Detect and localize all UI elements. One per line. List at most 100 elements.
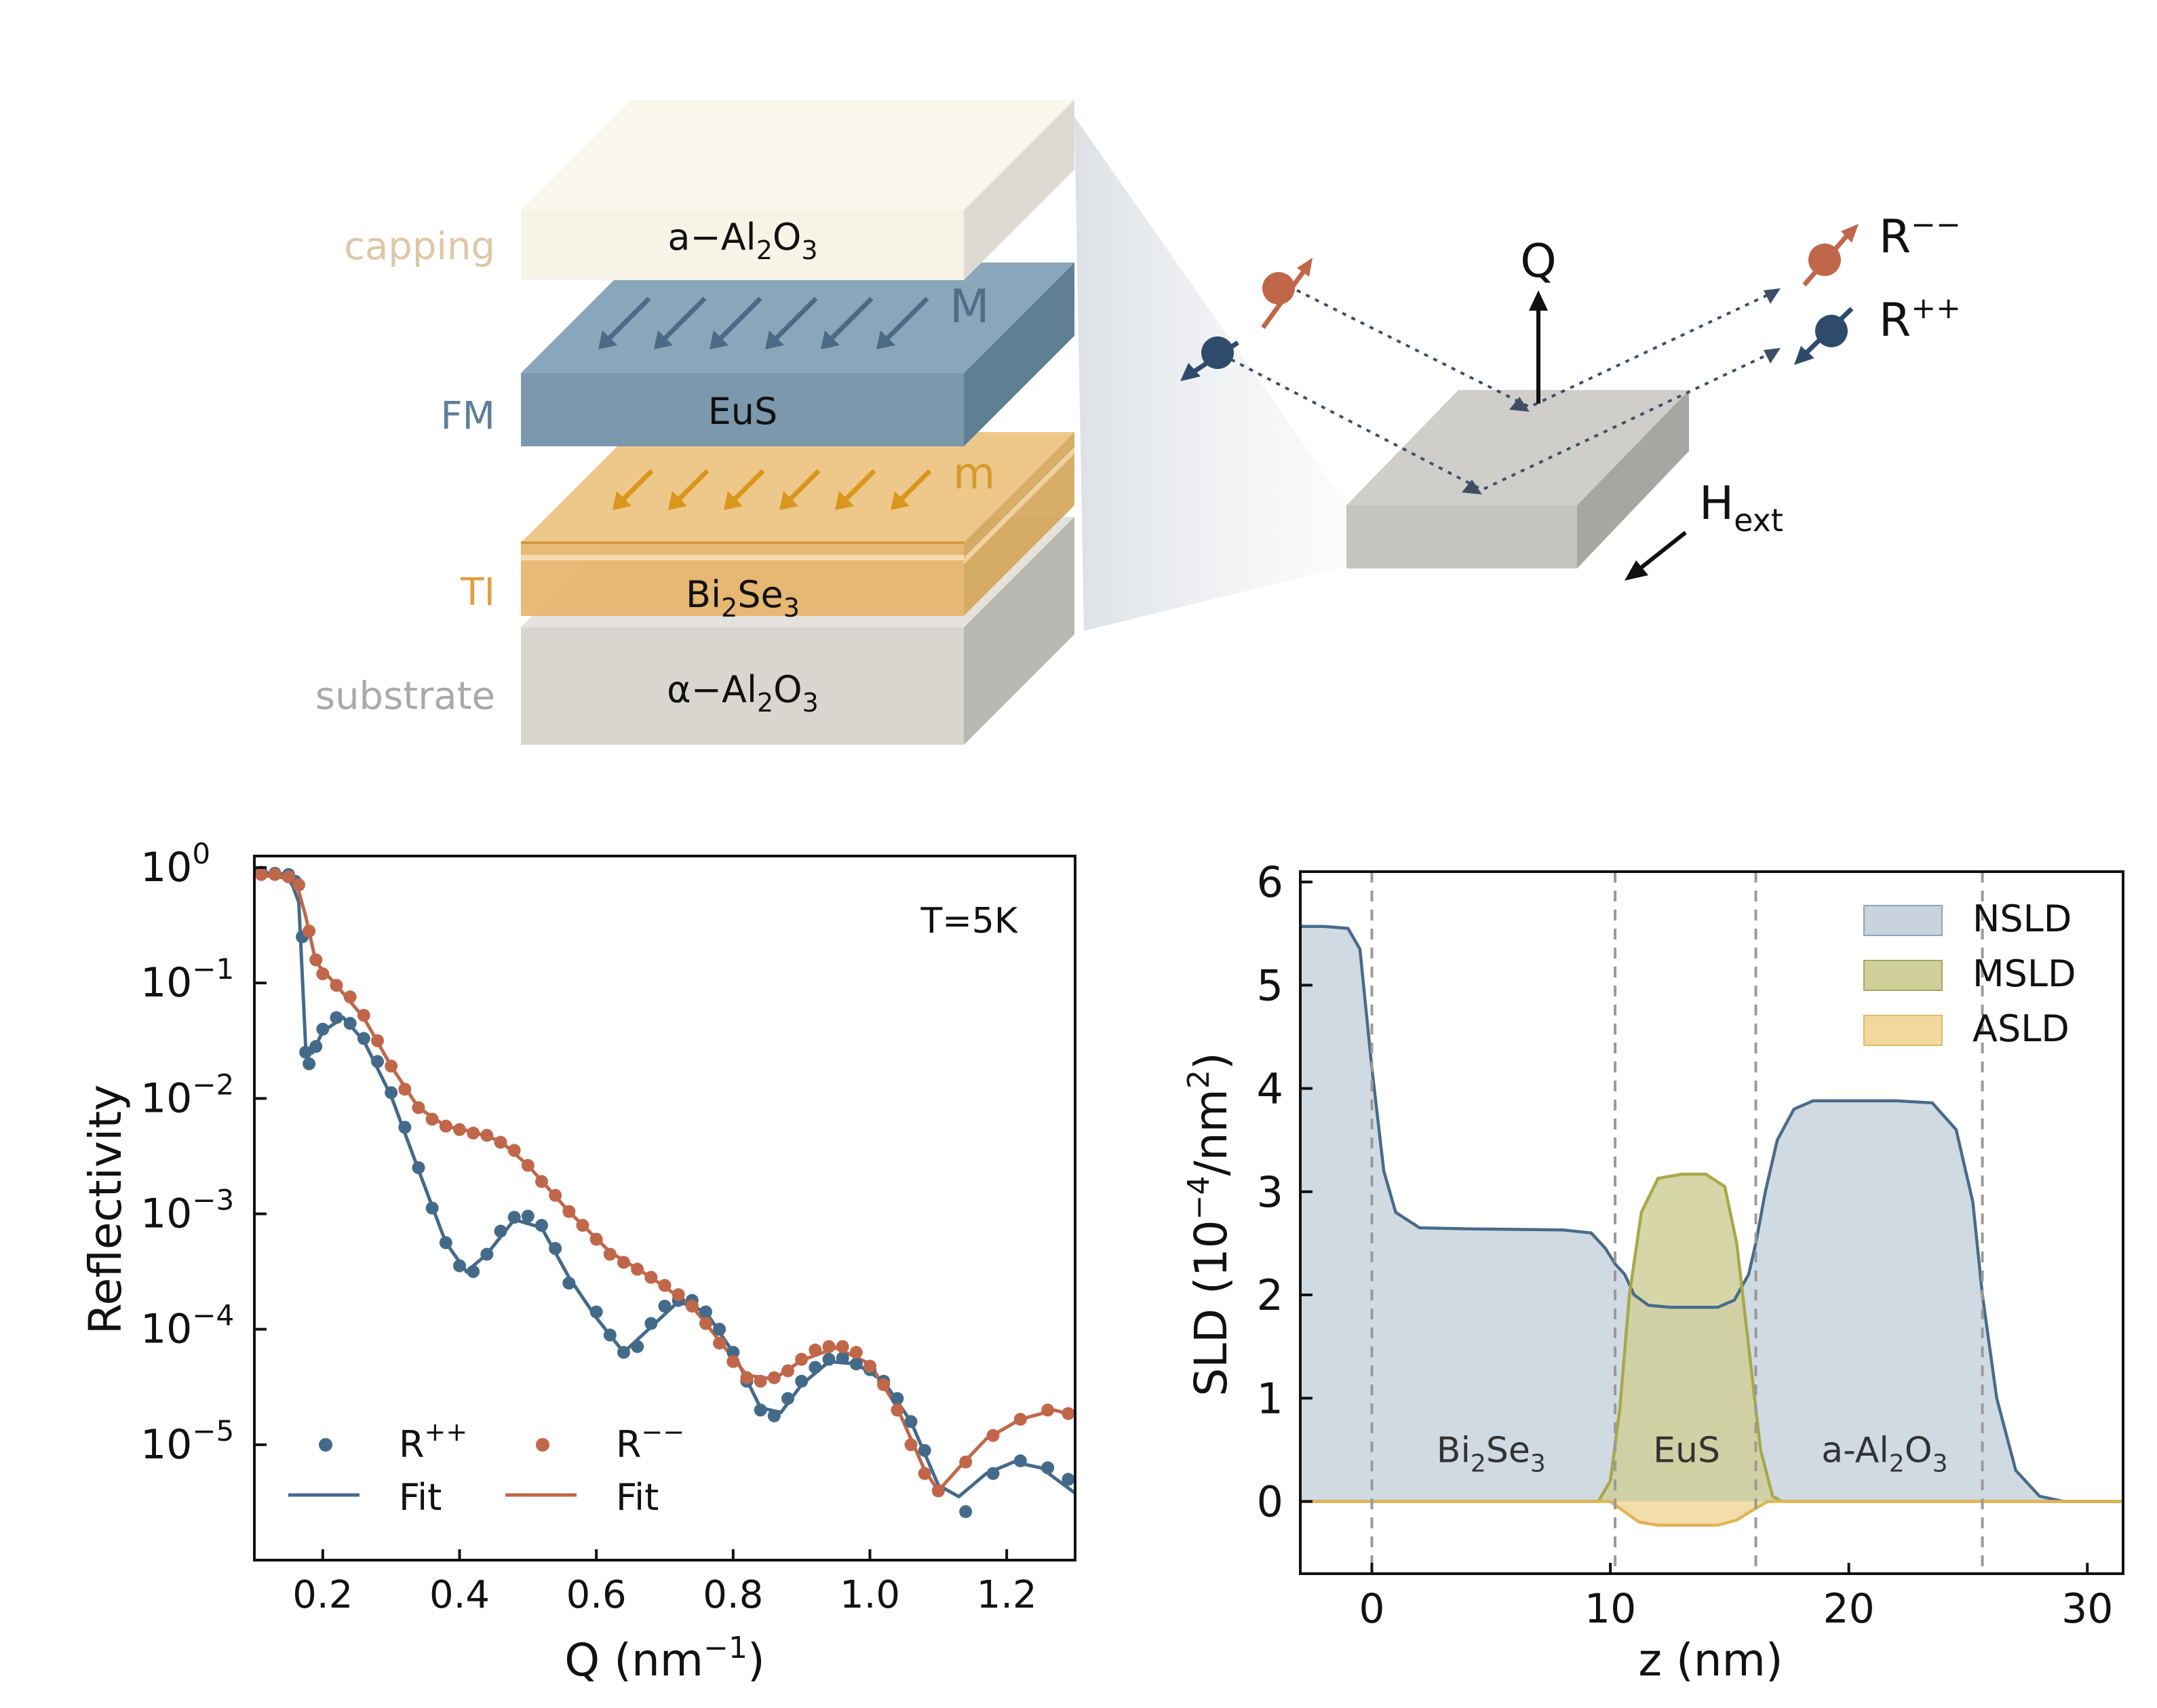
substrate-material: α−Al2O3 <box>667 668 819 718</box>
fit-line-r-plus <box>254 870 1076 1499</box>
data-point-r-minus <box>863 1359 876 1373</box>
reflectivity-y-axis-label: Reflectivity <box>79 1085 132 1335</box>
data-point-r-plus <box>480 1247 494 1261</box>
y-tick-label: 10−5 <box>140 1414 234 1469</box>
data-point-r-minus <box>631 1262 644 1276</box>
legend-item-asld: ASLD <box>1863 1007 2069 1050</box>
h-ext-arrowhead <box>1625 560 1648 581</box>
data-point-r-minus <box>822 1340 836 1353</box>
m-arrow <box>598 296 651 349</box>
q-label: Q <box>1520 235 1557 288</box>
reflected-spin-minus <box>1802 224 1859 287</box>
data-point-r-minus <box>603 1247 617 1261</box>
data-point-r-minus <box>412 1101 425 1114</box>
ti-arrow <box>779 469 821 510</box>
ti-arrow <box>668 469 710 510</box>
data-point-r-minus <box>931 1484 945 1498</box>
data-point-r-plus <box>754 1403 767 1417</box>
data-point-r-plus <box>1041 1461 1055 1475</box>
ti-arrow <box>724 469 765 510</box>
y-tick-label: 10−4 <box>140 1299 234 1353</box>
data-point-r-minus <box>672 1288 685 1302</box>
data-point-r-minus <box>385 1060 398 1073</box>
data-point-r-minus <box>357 1009 370 1022</box>
data-point-r-plus <box>453 1259 466 1273</box>
data-point-r-plus <box>836 1351 849 1365</box>
r-plus-label: R++ <box>1879 291 1961 347</box>
data-point-r-plus <box>767 1409 781 1422</box>
zoom-beam <box>1074 117 1346 631</box>
data-point-r-minus <box>726 1355 740 1368</box>
data-point-r-minus <box>467 1126 480 1140</box>
data-point-r-plus <box>562 1277 576 1290</box>
y-tick-label: 100 <box>140 837 210 891</box>
data-point-r-plus <box>1013 1454 1027 1468</box>
scattering-diagram: Q Hext R−− R++ <box>1180 208 1961 581</box>
reflectivity-plot-frame <box>253 855 1076 1561</box>
svg-text:Fit: Fit <box>399 1476 442 1519</box>
m-arrow <box>710 296 762 349</box>
x-tick-label: 0.8 <box>703 1573 763 1617</box>
capping-label: capping <box>344 225 495 269</box>
x-tick-label: 0 <box>1359 1585 1384 1633</box>
substrate-label: substrate <box>315 674 495 718</box>
data-point-r-minus <box>644 1270 658 1284</box>
ti-layer <box>521 432 1074 616</box>
legend-item: Fit <box>288 1476 442 1519</box>
data-point-r-minus <box>1013 1412 1027 1426</box>
fm-label: FM <box>440 394 495 438</box>
data-point-r-minus <box>877 1378 891 1391</box>
sld-x-axis-label: z (nm) <box>1638 1634 1783 1686</box>
y-tick-label: 10−1 <box>140 952 234 1007</box>
data-point-r-minus <box>494 1136 507 1149</box>
asld-area <box>1300 1501 2123 1526</box>
m-arrow <box>876 296 929 349</box>
data-point-r-plus <box>412 1161 425 1174</box>
data-point-r-plus <box>603 1328 617 1342</box>
sld-y-axis-label: SLD (10−4/nm2) <box>1182 1052 1237 1396</box>
data-point-r-plus <box>385 1086 398 1100</box>
capping-material: a−Al2O3 <box>667 216 817 265</box>
data-point-r-plus <box>439 1236 452 1249</box>
q-arrowhead <box>1529 290 1548 311</box>
data-point-r-minus <box>918 1467 931 1480</box>
data-point-r-plus <box>849 1357 863 1371</box>
data-point-r-minus <box>781 1364 794 1378</box>
data-point-r-plus <box>891 1392 904 1405</box>
data-point-r-plus <box>644 1317 658 1330</box>
data-point-r-plus <box>781 1392 794 1405</box>
ti-arrow <box>835 469 876 510</box>
sld-profile-chart: 0 10 20 30 0 1 2 3 4 5 6 Bi2Se3 EuS a-Al2O3 NSLD MSLD… <box>1182 857 2124 1686</box>
svg-text:ASLD: ASLD <box>1973 1007 2069 1050</box>
data-point-r-minus <box>767 1371 781 1384</box>
data-point-r-plus <box>713 1323 726 1336</box>
data-point-r-minus <box>562 1205 576 1218</box>
y-tick-label: 10−3 <box>140 1184 234 1238</box>
data-point-r-plus <box>467 1265 480 1279</box>
fit-line-r-minus <box>254 872 1076 1494</box>
region-label: Bi2Se3 <box>1437 1430 1546 1477</box>
fm-layer <box>521 263 1074 446</box>
data-point-r-minus <box>281 870 295 884</box>
data-point-r-plus <box>918 1443 931 1457</box>
nsld-line <box>1300 925 2123 1503</box>
data-point-r-minus <box>576 1219 589 1233</box>
data-point-r-minus <box>343 990 357 1004</box>
y-tick-label: 4 <box>1257 1064 1283 1114</box>
ti-arrow-label: m <box>953 449 995 499</box>
legend-item-nsld: NSLD <box>1863 897 2072 940</box>
y-tick-label: 10−2 <box>140 1068 234 1122</box>
legend-item: R++ <box>319 1417 467 1466</box>
x-tick-label: 0.2 <box>292 1573 353 1617</box>
data-point-r-minus <box>303 925 316 938</box>
reflectivity-legend: R++ R−− Fit Fit <box>288 1417 684 1519</box>
legend-item-msld: MSLD <box>1863 952 2076 995</box>
data-point-r-minus <box>849 1346 863 1359</box>
data-point-r-minus <box>809 1343 822 1357</box>
legend-item: Fit <box>505 1476 659 1519</box>
data-point-r-minus <box>959 1455 973 1469</box>
incoming-spin-minus <box>1261 258 1313 330</box>
x-tick-label: 0.4 <box>429 1573 490 1617</box>
data-point-r-plus <box>631 1340 644 1353</box>
beam-paths <box>1230 289 1772 492</box>
